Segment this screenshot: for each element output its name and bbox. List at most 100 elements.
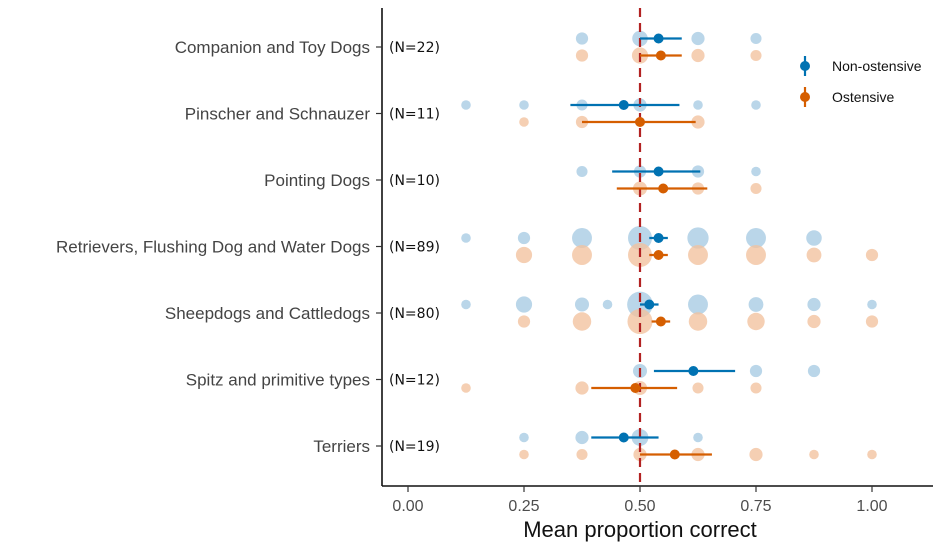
raw-dot	[461, 383, 471, 393]
mean-point	[655, 50, 666, 61]
dots-layer	[461, 30, 879, 462]
mean-point	[653, 33, 664, 44]
raw-dot	[867, 299, 877, 310]
n-label: (N=19)	[389, 439, 440, 455]
mean-point	[655, 316, 666, 327]
mean-point	[688, 366, 699, 376]
category-labels: Companion and Toy Dogs (N=22) Pinscher and…	[56, 38, 440, 456]
category-label: Pinscher and Schnauzer	[185, 105, 371, 124]
x-tick-label: 1.00	[856, 498, 887, 515]
raw-dot	[750, 32, 762, 45]
mean-point	[653, 250, 664, 260]
raw-dot	[575, 49, 589, 62]
raw-dot	[576, 448, 588, 461]
raw-dot	[865, 248, 879, 262]
x-ticks: 0.00 0.25 0.50 0.75 1.00	[392, 486, 888, 515]
mean-point	[618, 432, 629, 443]
raw-dot	[806, 230, 822, 246]
raw-dot	[461, 233, 471, 243]
raw-dot	[519, 100, 529, 110]
raw-dot	[572, 245, 592, 265]
mean-point	[644, 299, 655, 310]
raw-dot	[576, 165, 588, 178]
raw-dot	[461, 100, 471, 110]
raw-dot	[867, 449, 877, 460]
category-label: Terriers	[313, 437, 370, 456]
n-label: (N=12)	[389, 373, 440, 389]
raw-dot	[751, 100, 761, 110]
mean-point	[658, 183, 669, 194]
raw-dot	[515, 296, 533, 313]
x-axis-title: Mean proportion correct	[523, 517, 757, 542]
raw-dot	[519, 432, 529, 443]
raw-dot	[572, 228, 592, 248]
x-tick-label: 0.75	[740, 498, 771, 515]
error-bars-layer	[570, 37, 736, 456]
raw-dot	[748, 297, 764, 312]
legend-label: Non-ostensive	[832, 58, 922, 74]
raw-dot	[572, 312, 592, 331]
raw-dot	[688, 245, 708, 265]
raw-dot	[602, 299, 613, 310]
raw-dot	[517, 231, 531, 245]
mean-point	[618, 100, 629, 110]
raw-dot	[515, 246, 533, 264]
raw-dot	[691, 115, 705, 129]
mean-point	[653, 233, 664, 243]
raw-dot	[575, 430, 589, 445]
raw-dot	[575, 32, 589, 45]
n-label: (N=22)	[389, 40, 440, 56]
raw-dot	[517, 315, 531, 328]
category-label: Pointing Dogs	[264, 171, 370, 190]
x-tick-label: 0.50	[624, 498, 655, 515]
x-tick-label: 0.25	[508, 498, 539, 515]
category-label: Companion and Toy Dogs	[175, 38, 370, 57]
category-label: Sheepdogs and Cattledogs	[165, 304, 370, 323]
raw-dot	[806, 247, 822, 263]
raw-dot	[693, 432, 703, 443]
raw-dot	[750, 182, 762, 195]
legend: Non-ostensive Ostensive	[800, 56, 922, 107]
legend-key-point	[800, 92, 810, 102]
raw-dot	[692, 382, 704, 394]
raw-dot	[865, 315, 879, 328]
n-label: (N=10)	[389, 173, 440, 189]
raw-dot	[749, 364, 763, 378]
raw-dot	[519, 449, 529, 460]
raw-dot	[750, 49, 762, 62]
raw-dot	[809, 449, 819, 460]
n-label: (N=89)	[389, 240, 440, 256]
raw-dot	[691, 31, 705, 46]
raw-dot	[807, 314, 821, 329]
raw-dot	[746, 228, 766, 248]
legend-label: Ostensive	[832, 89, 894, 105]
raw-dot	[807, 297, 821, 312]
raw-dot	[687, 227, 709, 249]
means-layer	[618, 33, 699, 460]
n-label: (N=11)	[389, 107, 440, 123]
raw-dot	[691, 48, 705, 63]
category-label: Spitz and primitive types	[186, 371, 370, 390]
raw-dot	[747, 312, 765, 331]
raw-dot	[750, 382, 762, 394]
raw-dot	[574, 297, 590, 312]
raw-dot	[746, 245, 766, 265]
n-label: (N=80)	[389, 306, 440, 322]
raw-dot	[751, 166, 761, 177]
raw-dot	[575, 381, 589, 395]
raw-dot	[627, 308, 653, 335]
mean-point	[653, 166, 664, 177]
raw-dot	[688, 294, 708, 315]
mean-point	[630, 383, 641, 393]
raw-dot	[749, 447, 763, 462]
raw-dot	[519, 117, 529, 127]
raw-dot	[461, 299, 471, 310]
mean-point	[669, 449, 680, 460]
raw-dot	[693, 100, 703, 110]
raw-dot	[807, 364, 821, 378]
x-tick-label: 0.00	[392, 498, 423, 515]
category-label: Retrievers, Flushing Dog and Water Dogs	[56, 238, 370, 257]
raw-dot	[688, 312, 708, 331]
mean-point	[635, 117, 645, 127]
